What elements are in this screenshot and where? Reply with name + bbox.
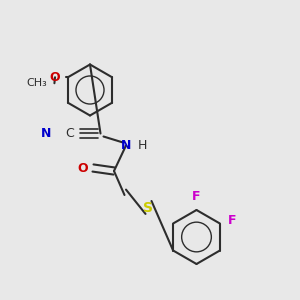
Text: O: O <box>78 161 88 175</box>
Text: S: S <box>143 202 154 215</box>
Text: O: O <box>50 71 60 84</box>
Text: C: C <box>65 127 74 140</box>
Text: N: N <box>121 139 131 152</box>
Text: N: N <box>40 127 51 140</box>
Text: F: F <box>192 190 201 202</box>
Text: CH₃: CH₃ <box>26 78 47 88</box>
Text: F: F <box>227 214 236 227</box>
Text: H: H <box>138 139 147 152</box>
